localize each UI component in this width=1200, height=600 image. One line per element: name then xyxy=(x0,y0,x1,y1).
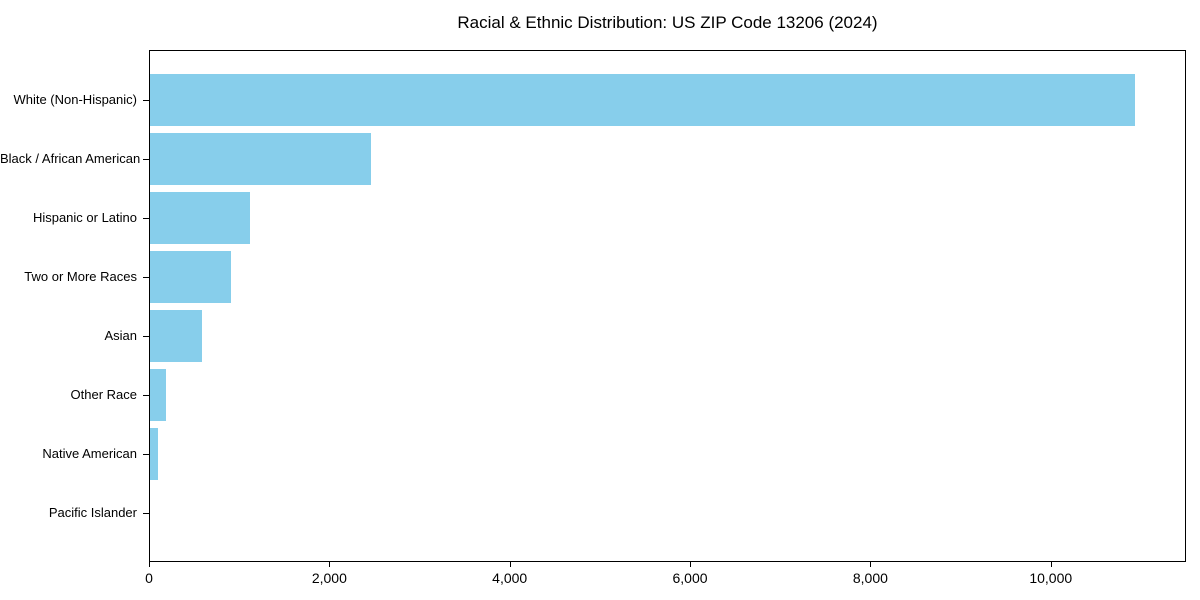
bar-5 xyxy=(150,368,166,421)
x-tick-label: 2,000 xyxy=(311,570,347,586)
y-tick-mark xyxy=(143,158,149,160)
x-tick-mark xyxy=(1050,561,1052,567)
y-tick-label: Two or More Races xyxy=(24,268,137,284)
bar-6 xyxy=(150,427,158,480)
y-tick-mark xyxy=(143,99,149,101)
y-tick-label: White (Non-Hispanic) xyxy=(13,91,137,107)
x-tick-mark xyxy=(870,561,872,567)
bars-container xyxy=(150,51,1185,561)
bar-row xyxy=(150,247,1185,306)
bar-row xyxy=(150,129,1185,188)
y-tick-mark xyxy=(143,453,149,455)
x-tick-mark xyxy=(149,561,150,567)
chart-title: Racial & Ethnic Distribution: US ZIP Cod… xyxy=(457,13,878,32)
y-tick-mark xyxy=(143,512,149,514)
x-tick-label: 8,000 xyxy=(852,570,888,586)
y-tick-label: Hispanic or Latino xyxy=(32,209,137,225)
x-tick-label: 0 xyxy=(145,570,153,586)
x-tick-label: 10,000 xyxy=(1029,570,1073,586)
bar-row xyxy=(150,424,1185,483)
x-tick-label: 6,000 xyxy=(672,570,708,586)
bar-row xyxy=(150,483,1185,542)
bar-0 xyxy=(150,73,1135,126)
y-tick-mark xyxy=(143,276,149,278)
bar-2 xyxy=(150,191,250,244)
x-tick-mark xyxy=(509,561,511,567)
bar-1 xyxy=(150,132,372,185)
y-tick-label: Asian xyxy=(104,327,137,343)
y-tick-label: Native American xyxy=(42,445,137,461)
bar-row xyxy=(150,188,1185,247)
y-tick-label: Other Race xyxy=(70,386,137,402)
bar-row xyxy=(150,365,1185,424)
y-tick-mark xyxy=(143,217,149,219)
y-tick-label: Black / African American xyxy=(0,150,141,166)
y-tick-label: Pacific Islander xyxy=(48,504,137,520)
plot-area xyxy=(149,50,1186,562)
bar-4 xyxy=(150,309,202,362)
x-tick-label: 4,000 xyxy=(492,570,528,586)
bar-row xyxy=(150,70,1185,129)
bar-row xyxy=(150,306,1185,365)
y-tick-mark xyxy=(143,394,149,396)
y-tick-mark xyxy=(143,335,149,337)
bar-3 xyxy=(150,250,231,303)
x-tick-mark xyxy=(690,561,692,567)
x-tick-mark xyxy=(329,561,331,567)
